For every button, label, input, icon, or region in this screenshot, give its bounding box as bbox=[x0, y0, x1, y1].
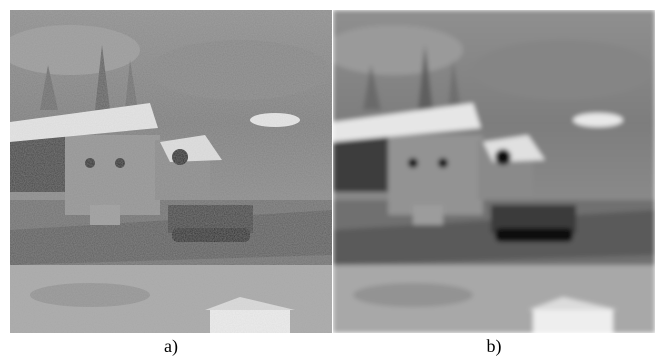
image-b bbox=[323, 10, 655, 333]
panel-label: b) bbox=[487, 336, 502, 357]
panel-label: a) bbox=[164, 336, 178, 357]
image-a bbox=[0, 10, 332, 333]
blurred-scene bbox=[323, 10, 655, 333]
blurred-scene-clip bbox=[323, 10, 655, 333]
noisy-scene bbox=[0, 10, 332, 333]
